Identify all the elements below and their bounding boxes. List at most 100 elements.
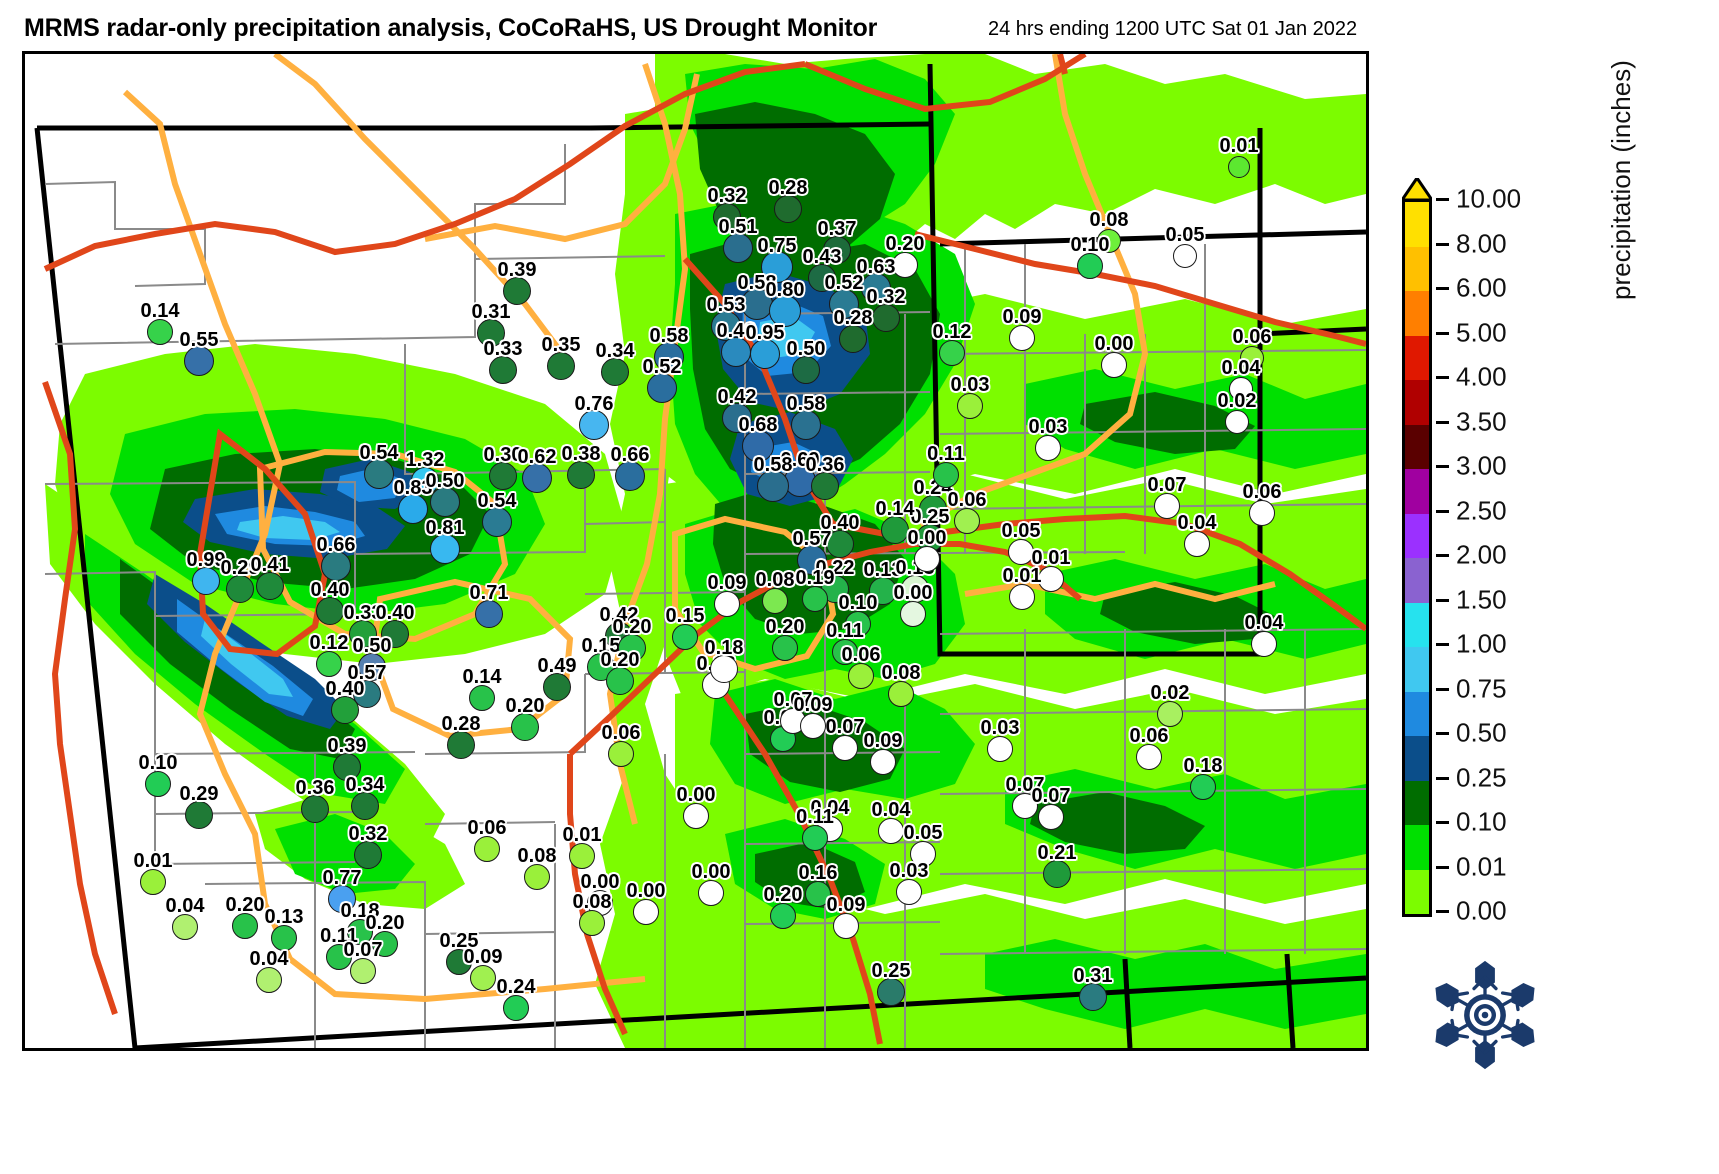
station-value-label: 0.09: [863, 730, 903, 752]
station-marker-icon: [713, 203, 741, 231]
station-marker-icon: [618, 634, 646, 662]
station-value-label: 0.50: [352, 635, 392, 657]
station-marker-icon: [892, 252, 918, 278]
station-value-label: 0.09: [793, 694, 833, 716]
station-value-label: 0.00: [1094, 333, 1134, 355]
station-marker-icon: [770, 903, 796, 929]
station-marker-icon: [503, 995, 529, 1021]
colorbar-tick-label: 3.00: [1456, 450, 1507, 481]
station-value-label: 0.58: [786, 393, 826, 415]
colorbar-tick-label: 4.00: [1456, 361, 1507, 392]
station-value-label: 0.32: [348, 823, 388, 845]
station-marker-icon: [711, 311, 741, 341]
station-marker-icon: [350, 958, 376, 984]
station-marker-icon: [567, 461, 595, 489]
colorbar-segment: [1405, 780, 1429, 825]
station-value-label: 0.76: [574, 393, 614, 415]
station-value-label: 0.12: [309, 632, 349, 654]
station-value-label: 0.33: [343, 602, 383, 624]
station-marker-icon: [1154, 493, 1180, 519]
station-marker-icon: [331, 696, 359, 724]
colorbar-gradient: [1402, 199, 1432, 917]
map-frame[interactable]: 0.01 0.08 0.10 0.05 0.32 0.28 0.37 0.51 0.75 0.43…: [22, 51, 1369, 1051]
station-value-label: 0.04: [1221, 357, 1261, 379]
station-value-label: 0.04: [165, 895, 205, 917]
station-marker-icon: [430, 534, 460, 564]
station-marker-icon: [326, 944, 352, 970]
station-marker-icon: [256, 967, 282, 993]
colorbar-segment: [1405, 825, 1429, 870]
colorbar-tick: [1436, 910, 1449, 913]
station-value-label: 0.06: [1232, 326, 1272, 348]
station-value-label: 0.03: [1028, 416, 1068, 438]
station-value-label: 0.03: [950, 374, 990, 396]
station-marker-icon: [1038, 804, 1064, 830]
station-value-label: 0.11: [796, 806, 834, 828]
valid-time-label: 24 hrs ending 1200 UTC Sat 01 Jan 2022: [988, 18, 1358, 40]
station-value-label: 0.71: [469, 582, 509, 604]
colorbar-extend-arrow-icon: [1402, 178, 1432, 200]
station-marker-icon: [477, 319, 505, 347]
station-value-label: 0.54: [477, 490, 517, 512]
station-value-label: 0.05: [1165, 224, 1205, 246]
station-marker-icon: [353, 680, 381, 708]
station-marker-icon: [654, 342, 684, 372]
station-value-label: 0.99: [186, 549, 226, 571]
colorbar-segment: [1405, 602, 1429, 647]
station-marker-icon: [826, 530, 854, 558]
station-marker-icon: [1043, 860, 1071, 888]
station-value-label: 0.83: [393, 477, 433, 499]
station-marker-icon: [761, 251, 793, 283]
station-marker-icon: [184, 346, 214, 376]
station-value-label: 0.14: [462, 666, 502, 688]
station-marker-icon: [1136, 744, 1162, 770]
station-marker-icon: [347, 919, 373, 945]
station-value-label: 0.50: [786, 338, 826, 360]
station-value-label: 0.20: [365, 912, 405, 934]
station-marker-icon: [474, 836, 500, 862]
station-marker-icon: [351, 792, 379, 820]
station-value-label: 0.52: [642, 356, 682, 378]
station-value-label: 0.00: [580, 871, 620, 893]
station-marker-icon: [772, 635, 798, 661]
station-value-label: 0.24: [496, 976, 536, 998]
station-marker-icon: [430, 487, 460, 517]
station-marker-icon: [802, 825, 828, 851]
station-marker-icon: [848, 663, 874, 689]
station-marker-icon: [742, 430, 774, 462]
station-marker-icon: [543, 673, 571, 701]
station-marker-icon: [1009, 325, 1035, 351]
station-marker-icon: [226, 575, 254, 603]
station-marker-icon: [489, 356, 517, 384]
station-marker-icon: [1229, 377, 1253, 401]
station-value-label: 0.07: [1005, 774, 1045, 796]
station-marker-icon: [750, 339, 780, 369]
station-value-label: 0.18: [1183, 755, 1223, 777]
station-value-label: 0.04: [871, 799, 911, 821]
station-marker-icon: [762, 588, 788, 614]
station-value-label: 0.40: [820, 512, 860, 534]
station-value-label: 0.31: [1073, 965, 1113, 987]
station-value-label: 0.00: [907, 527, 947, 549]
station-value-label: 0.07: [1147, 474, 1187, 496]
station-value-label: 0.58: [649, 325, 689, 347]
station-value-label: 0.19: [795, 567, 835, 589]
colorbar-segment: [1405, 335, 1429, 380]
station-value-label: 0.75: [757, 235, 797, 257]
colorbar-tick-label: 0.01: [1456, 851, 1507, 881]
station-value-label: 0.09: [1002, 306, 1042, 328]
station-value-label: 0.66: [316, 534, 356, 556]
station-value-label: 0.25: [871, 960, 911, 982]
station-value-label: 0.07: [773, 689, 813, 711]
colorbar-segment: [1405, 647, 1429, 692]
station-marker-icon: [811, 472, 839, 500]
station-value-label: 0.49: [537, 655, 577, 677]
colorbar-tick-label: 1.00: [1456, 628, 1507, 659]
station-value-label: 0.08: [755, 569, 795, 591]
station-value-label: 0.39: [327, 735, 367, 757]
station-value-label: 0.25: [439, 930, 479, 952]
station-value-label: 0.10: [1070, 234, 1110, 256]
colorbar-tick-label: 0.10: [1456, 806, 1507, 837]
colorbar-segment: [1405, 558, 1429, 603]
station-marker-icon: [1012, 793, 1038, 819]
